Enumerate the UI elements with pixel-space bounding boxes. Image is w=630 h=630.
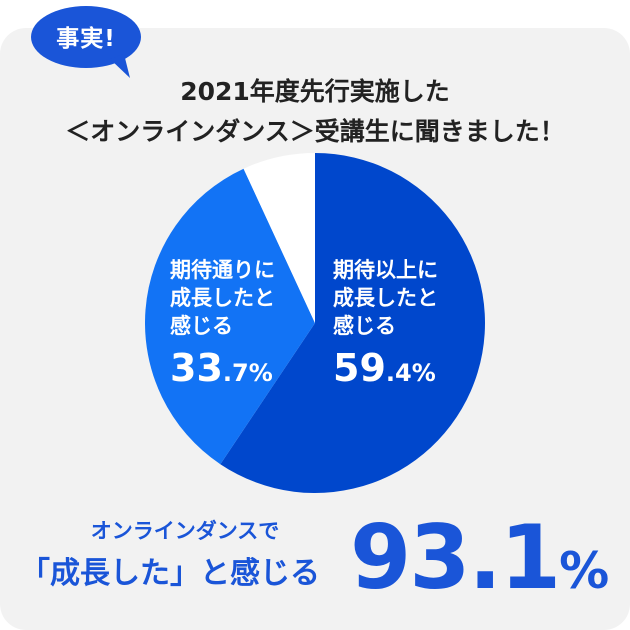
- slice-value-dec: .7%: [222, 359, 273, 387]
- slice-label-as-expected: 期待通りに 成長したと 感じる 33.7%: [170, 256, 275, 398]
- summary-percentage-value: 93.1: [350, 506, 561, 609]
- pie-slice-above-expectation: [220, 153, 486, 493]
- pie-slice-other: [243, 153, 315, 323]
- slice-desc-above-expectation: 期待以上に 成長したと 感じる: [333, 258, 438, 338]
- slice-value-int: 33: [170, 346, 223, 390]
- title-line-2: ＜オンラインダンス＞受講生に聞きました！: [65, 117, 565, 146]
- pie-slice-as-expected: [145, 168, 315, 465]
- pie-chart: [145, 153, 486, 493]
- slice-value-int: 59: [333, 346, 386, 390]
- fact-badge-label: 事実!: [56, 26, 116, 52]
- slice-value-above-expectation: 59.4%: [333, 346, 438, 398]
- summary-text: オンラインダンスで 「成長した」と感じる: [20, 516, 350, 598]
- slice-desc-as-expected: 期待通りに 成長したと 感じる: [170, 258, 275, 338]
- pie-chart-svg: [145, 153, 486, 493]
- slice-label-above-expectation: 期待以上に 成長したと 感じる 59.4%: [333, 256, 438, 398]
- fact-badge: 事実!: [30, 4, 148, 80]
- slice-value-as-expected: 33.7%: [170, 346, 275, 398]
- summary-percentage-unit: %: [559, 542, 610, 600]
- summary-main: 「成長した」と感じる: [20, 556, 320, 591]
- summary-percentage: 93.1%: [350, 508, 609, 608]
- page-title: 2021年度先行実施した ＜オンラインダンス＞受講生に聞きました！: [0, 72, 630, 152]
- speech-bubble-icon: [31, 6, 141, 78]
- title-line-1: 2021年度先行実施した: [180, 77, 450, 106]
- summary-sub: オンラインダンスで: [90, 519, 280, 543]
- slice-value-dec: .4%: [385, 359, 436, 387]
